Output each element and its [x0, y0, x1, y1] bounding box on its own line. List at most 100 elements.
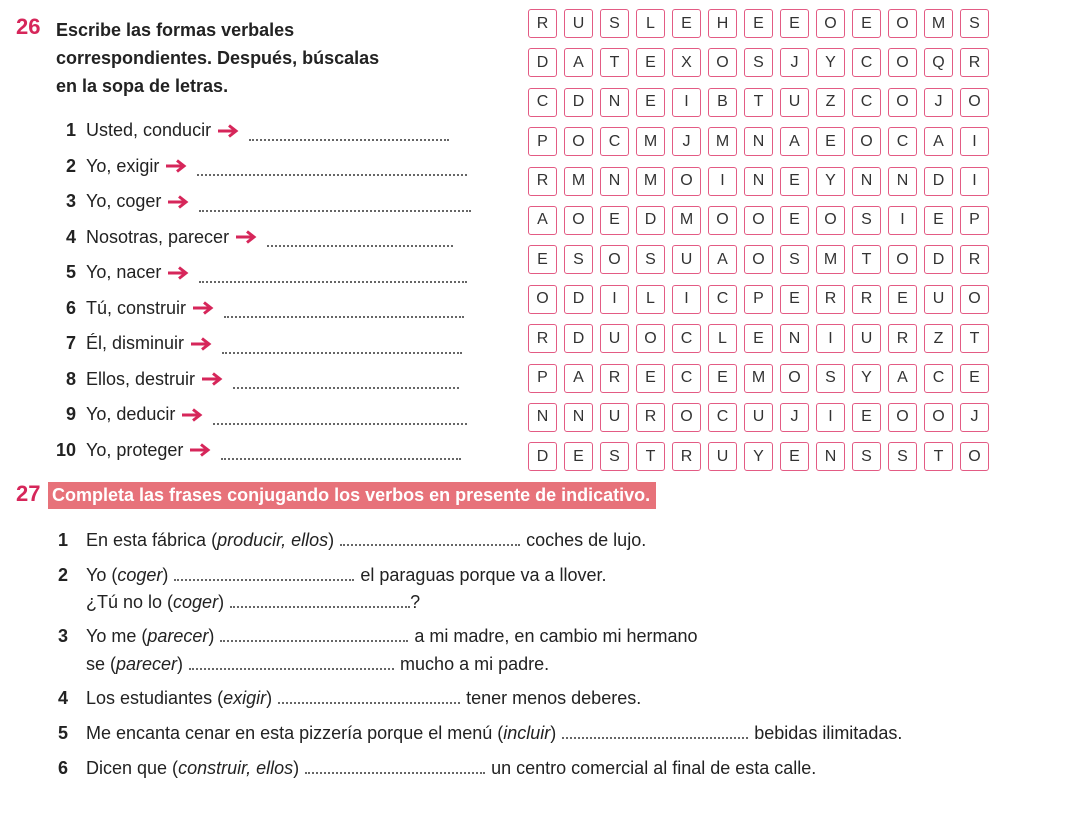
answer-blank[interactable] [197, 162, 468, 177]
grid-cell[interactable]: J [780, 48, 809, 78]
grid-cell[interactable]: C [708, 284, 737, 314]
answer-blank[interactable] [249, 127, 450, 141]
grid-cell[interactable]: O [744, 205, 773, 235]
grid-cell[interactable]: N [744, 166, 773, 196]
grid-cell[interactable]: C [888, 127, 917, 157]
grid-cell[interactable]: C [852, 87, 881, 117]
grid-cell[interactable]: N [600, 166, 629, 196]
answer-blank[interactable] [199, 198, 472, 212]
grid-cell[interactable]: D [564, 324, 593, 354]
grid-cell[interactable]: E [816, 127, 845, 157]
grid-cell[interactable]: I [816, 402, 845, 432]
grid-cell[interactable]: M [744, 363, 773, 393]
grid-cell[interactable]: E [780, 166, 809, 196]
answer-blank[interactable] [174, 569, 355, 581]
grid-cell[interactable]: Y [816, 48, 845, 78]
grid-cell[interactable]: U [924, 284, 953, 314]
grid-cell[interactable]: E [852, 402, 881, 432]
grid-cell[interactable]: E [960, 363, 989, 393]
grid-cell[interactable]: S [780, 245, 809, 275]
grid-cell[interactable]: E [636, 48, 665, 78]
grid-cell[interactable]: P [960, 205, 989, 235]
grid-cell[interactable]: O [816, 205, 845, 235]
grid-cell[interactable]: O [888, 48, 917, 78]
grid-cell[interactable]: J [780, 402, 809, 432]
grid-cell[interactable]: U [672, 245, 701, 275]
grid-cell[interactable]: O [888, 402, 917, 432]
answer-blank[interactable] [224, 304, 465, 319]
grid-cell[interactable]: S [888, 442, 917, 472]
grid-cell[interactable]: U [600, 402, 629, 432]
grid-cell[interactable]: T [852, 245, 881, 275]
grid-cell[interactable]: J [960, 402, 989, 432]
grid-cell[interactable]: C [924, 363, 953, 393]
grid-cell[interactable]: N [564, 402, 593, 432]
grid-cell[interactable]: E [852, 9, 881, 38]
answer-blank[interactable] [340, 534, 521, 546]
grid-cell[interactable]: U [744, 402, 773, 432]
grid-cell[interactable]: M [564, 166, 593, 196]
grid-cell[interactable]: O [708, 48, 737, 78]
grid-cell[interactable]: S [564, 245, 593, 275]
answer-blank[interactable] [562, 727, 749, 739]
grid-cell[interactable]: A [708, 245, 737, 275]
grid-cell[interactable]: I [708, 166, 737, 196]
grid-cell[interactable]: O [888, 87, 917, 117]
grid-cell[interactable]: N [852, 166, 881, 196]
grid-cell[interactable]: E [924, 205, 953, 235]
grid-cell[interactable]: E [528, 245, 557, 275]
grid-cell[interactable]: O [960, 87, 989, 117]
grid-cell[interactable]: I [672, 284, 701, 314]
grid-cell[interactable]: S [852, 205, 881, 235]
grid-cell[interactable]: A [924, 127, 953, 157]
grid-cell[interactable]: E [744, 324, 773, 354]
grid-cell[interactable]: M [708, 127, 737, 157]
grid-cell[interactable]: R [816, 284, 845, 314]
grid-cell[interactable]: O [708, 205, 737, 235]
grid-cell[interactable]: U [708, 442, 737, 472]
grid-cell[interactable]: R [960, 245, 989, 275]
grid-cell[interactable]: S [636, 245, 665, 275]
grid-cell[interactable]: A [780, 127, 809, 157]
grid-cell[interactable]: U [600, 324, 629, 354]
grid-cell[interactable]: E [636, 363, 665, 393]
grid-cell[interactable]: X [672, 48, 701, 78]
grid-cell[interactable]: U [564, 9, 593, 38]
grid-cell[interactable]: O [816, 9, 845, 38]
grid-cell[interactable]: I [672, 87, 701, 117]
grid-cell[interactable]: R [672, 442, 701, 472]
grid-cell[interactable]: E [672, 9, 701, 38]
grid-cell[interactable]: M [636, 127, 665, 157]
grid-cell[interactable]: O [564, 205, 593, 235]
grid-cell[interactable]: U [780, 87, 809, 117]
grid-cell[interactable]: C [852, 48, 881, 78]
grid-cell[interactable]: I [960, 127, 989, 157]
grid-cell[interactable]: N [888, 166, 917, 196]
grid-cell[interactable]: O [600, 245, 629, 275]
grid-cell[interactable]: O [852, 127, 881, 157]
grid-cell[interactable]: O [888, 9, 917, 38]
answer-blank[interactable] [220, 630, 409, 642]
answer-blank[interactable] [233, 375, 460, 390]
grid-cell[interactable]: O [960, 442, 989, 472]
grid-cell[interactable]: M [672, 205, 701, 235]
grid-cell[interactable]: O [564, 127, 593, 157]
grid-cell[interactable]: O [888, 245, 917, 275]
grid-cell[interactable]: M [636, 166, 665, 196]
grid-cell[interactable]: I [816, 324, 845, 354]
grid-cell[interactable]: O [636, 324, 665, 354]
grid-cell[interactable]: O [960, 284, 989, 314]
grid-cell[interactable]: J [672, 127, 701, 157]
grid-cell[interactable]: C [600, 127, 629, 157]
grid-cell[interactable]: S [816, 363, 845, 393]
grid-cell[interactable]: T [636, 442, 665, 472]
grid-cell[interactable]: H [708, 9, 737, 38]
grid-cell[interactable]: R [636, 402, 665, 432]
answer-blank[interactable] [222, 340, 463, 354]
grid-cell[interactable]: O [780, 363, 809, 393]
grid-cell[interactable]: Y [852, 363, 881, 393]
grid-cell[interactable]: R [888, 324, 917, 354]
grid-cell[interactable]: I [888, 205, 917, 235]
grid-cell[interactable]: S [744, 48, 773, 78]
grid-cell[interactable]: O [672, 166, 701, 196]
